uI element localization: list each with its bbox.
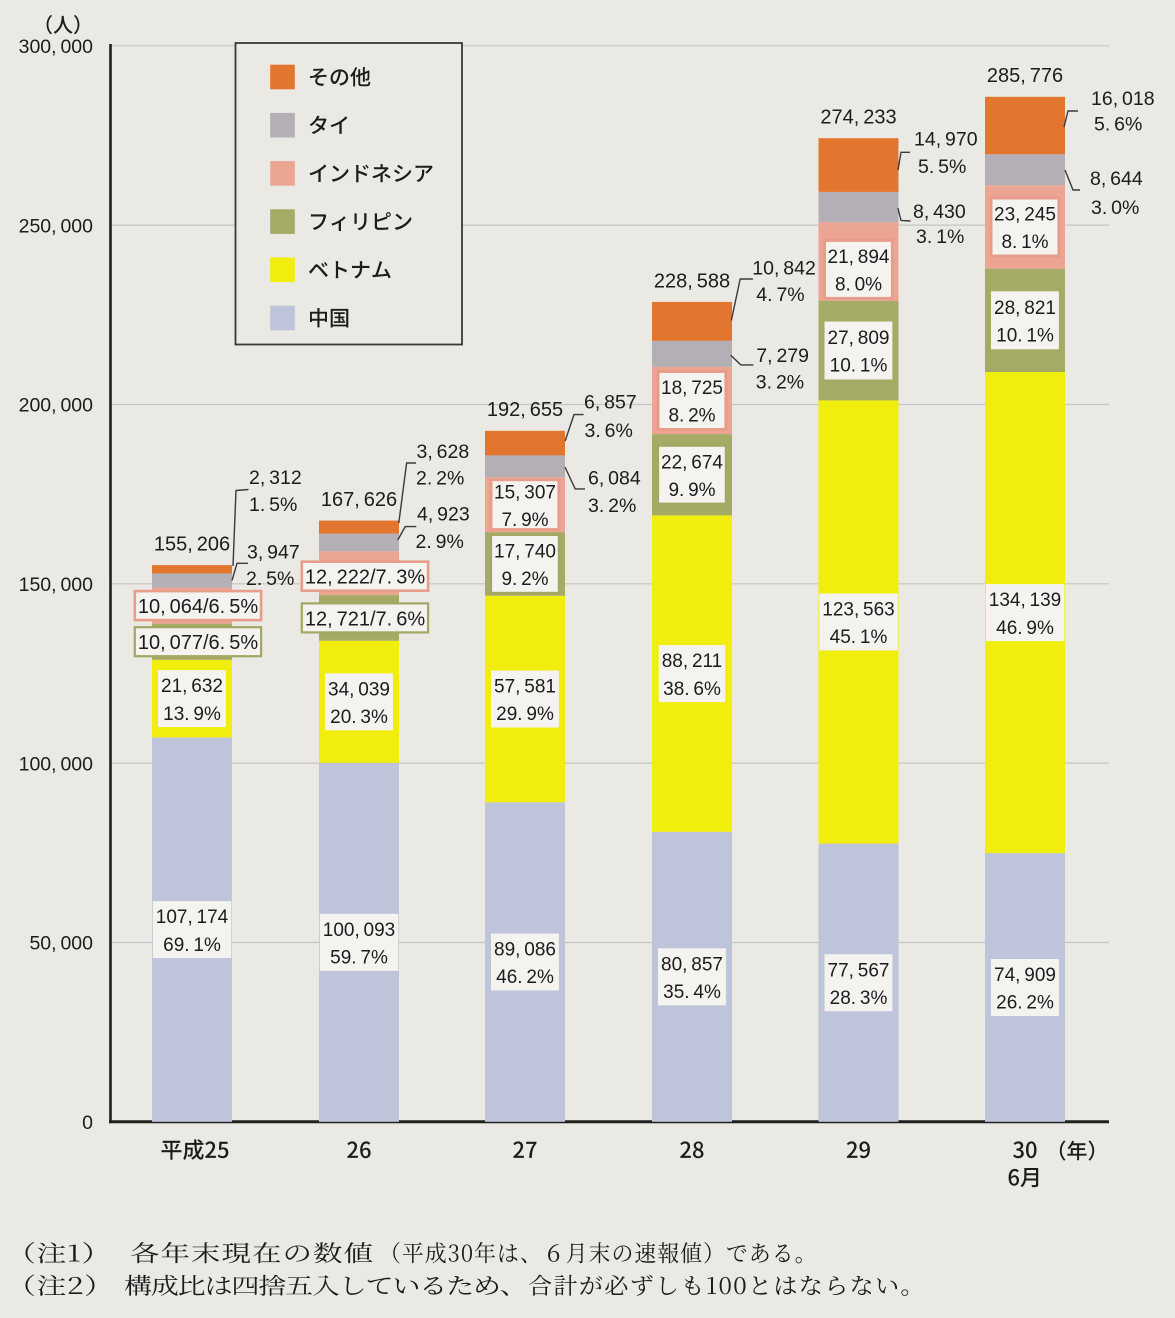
svg-text:8. 2%: 8. 2% xyxy=(668,406,715,427)
svg-text:88, 211: 88, 211 xyxy=(662,651,723,672)
svg-text:8, 644: 8, 644 xyxy=(1090,168,1143,190)
svg-text:5. 5%: 5. 5% xyxy=(918,156,966,178)
svg-text:13. 9%: 13. 9% xyxy=(163,704,221,725)
svg-text:10, 077/6. 5%: 10, 077/6. 5% xyxy=(138,632,259,654)
svg-text:9. 2%: 9. 2% xyxy=(501,569,548,590)
svg-text:9. 9%: 9. 9% xyxy=(668,480,715,501)
svg-text:2. 9%: 2. 9% xyxy=(416,531,464,553)
svg-text:80, 857: 80, 857 xyxy=(661,954,723,975)
svg-text:77, 567: 77, 567 xyxy=(828,960,890,981)
svg-text:3. 6%: 3. 6% xyxy=(585,420,633,442)
svg-text:2. 5%: 2. 5% xyxy=(246,568,294,590)
svg-text:21, 894: 21, 894 xyxy=(828,247,890,268)
svg-text:150, 000: 150, 000 xyxy=(19,574,94,596)
svg-text:12, 721/7. 6%: 12, 721/7. 6% xyxy=(305,608,426,630)
svg-text:15, 307: 15, 307 xyxy=(494,482,556,503)
svg-text:167, 626: 167, 626 xyxy=(321,489,397,511)
svg-text:59. 7%: 59. 7% xyxy=(330,948,388,969)
svg-text:123, 563: 123, 563 xyxy=(822,600,894,621)
svg-text:45. 1%: 45. 1% xyxy=(830,627,888,648)
svg-text:100, 093: 100, 093 xyxy=(323,920,395,941)
svg-text:89, 086: 89, 086 xyxy=(494,940,556,961)
svg-text:38. 6%: 38. 6% xyxy=(663,679,721,700)
svg-text:0: 0 xyxy=(82,1112,93,1134)
svg-text:6, 084: 6, 084 xyxy=(588,467,641,489)
svg-text:29. 9%: 29. 9% xyxy=(496,704,554,725)
svg-text:34, 039: 34, 039 xyxy=(328,679,390,700)
svg-text:35. 4%: 35. 4% xyxy=(663,982,721,1003)
svg-text:10. 1%: 10. 1% xyxy=(830,356,888,377)
svg-text:17, 740: 17, 740 xyxy=(494,542,556,563)
svg-text:50, 000: 50, 000 xyxy=(29,933,93,955)
svg-text:285, 776: 285, 776 xyxy=(987,65,1063,87)
svg-text:1. 5%: 1. 5% xyxy=(249,494,297,516)
svg-text:200, 000: 200, 000 xyxy=(19,395,94,417)
svg-text:20. 3%: 20. 3% xyxy=(330,707,388,728)
svg-text:155, 206: 155, 206 xyxy=(154,534,230,556)
svg-text:46. 2%: 46. 2% xyxy=(496,967,554,988)
svg-text:22, 674: 22, 674 xyxy=(661,452,723,473)
svg-text:2. 2%: 2. 2% xyxy=(416,468,464,490)
svg-text:8, 430: 8, 430 xyxy=(913,201,966,223)
svg-text:134, 139: 134, 139 xyxy=(989,590,1061,611)
svg-text:57, 581: 57, 581 xyxy=(494,677,556,698)
svg-text:274, 233: 274, 233 xyxy=(820,107,896,129)
svg-text:2, 312: 2, 312 xyxy=(249,467,302,489)
svg-text:69. 1%: 69. 1% xyxy=(163,935,221,956)
svg-text:10. 1%: 10. 1% xyxy=(996,326,1054,347)
svg-text:8. 1%: 8. 1% xyxy=(1001,232,1048,253)
svg-text:7, 279: 7, 279 xyxy=(756,345,809,367)
svg-text:74, 909: 74, 909 xyxy=(994,965,1056,986)
svg-text:27, 809: 27, 809 xyxy=(828,328,890,349)
svg-text:3. 2%: 3. 2% xyxy=(756,372,804,394)
svg-text:100, 000: 100, 000 xyxy=(19,753,94,775)
svg-text:28, 821: 28, 821 xyxy=(994,298,1056,319)
svg-text:3. 2%: 3. 2% xyxy=(588,495,636,517)
svg-text:28. 3%: 28. 3% xyxy=(830,988,888,1009)
svg-text:23, 245: 23, 245 xyxy=(994,205,1056,226)
svg-text:107, 174: 107, 174 xyxy=(156,907,229,928)
svg-text:8. 0%: 8. 0% xyxy=(835,275,882,296)
svg-text:16, 018: 16, 018 xyxy=(1091,88,1155,110)
svg-text:12, 222/7. 3%: 12, 222/7. 3% xyxy=(305,567,426,589)
svg-text:250, 000: 250, 000 xyxy=(19,215,94,237)
svg-text:46. 9%: 46. 9% xyxy=(996,618,1054,639)
svg-text:10, 842: 10, 842 xyxy=(752,258,816,280)
svg-text:3, 947: 3, 947 xyxy=(247,542,300,564)
svg-text:4. 7%: 4. 7% xyxy=(756,284,804,306)
svg-text:5. 6%: 5. 6% xyxy=(1094,114,1142,136)
svg-text:10, 064/6. 5%: 10, 064/6. 5% xyxy=(138,596,259,618)
svg-text:14, 970: 14, 970 xyxy=(914,129,978,151)
svg-text:26. 2%: 26. 2% xyxy=(996,993,1054,1014)
svg-text:228, 588: 228, 588 xyxy=(654,270,730,292)
svg-text:300, 000: 300, 000 xyxy=(19,36,94,58)
svg-text:18, 725: 18, 725 xyxy=(661,378,723,399)
svg-text:21, 632: 21, 632 xyxy=(161,676,223,697)
svg-text:3. 1%: 3. 1% xyxy=(916,226,964,248)
svg-text:6, 857: 6, 857 xyxy=(584,392,637,414)
svg-text:3, 628: 3, 628 xyxy=(417,441,470,463)
svg-text:7. 9%: 7. 9% xyxy=(501,510,548,531)
svg-text:4, 923: 4, 923 xyxy=(417,504,470,526)
svg-text:3. 0%: 3. 0% xyxy=(1091,197,1139,219)
svg-text:192, 655: 192, 655 xyxy=(487,399,563,421)
